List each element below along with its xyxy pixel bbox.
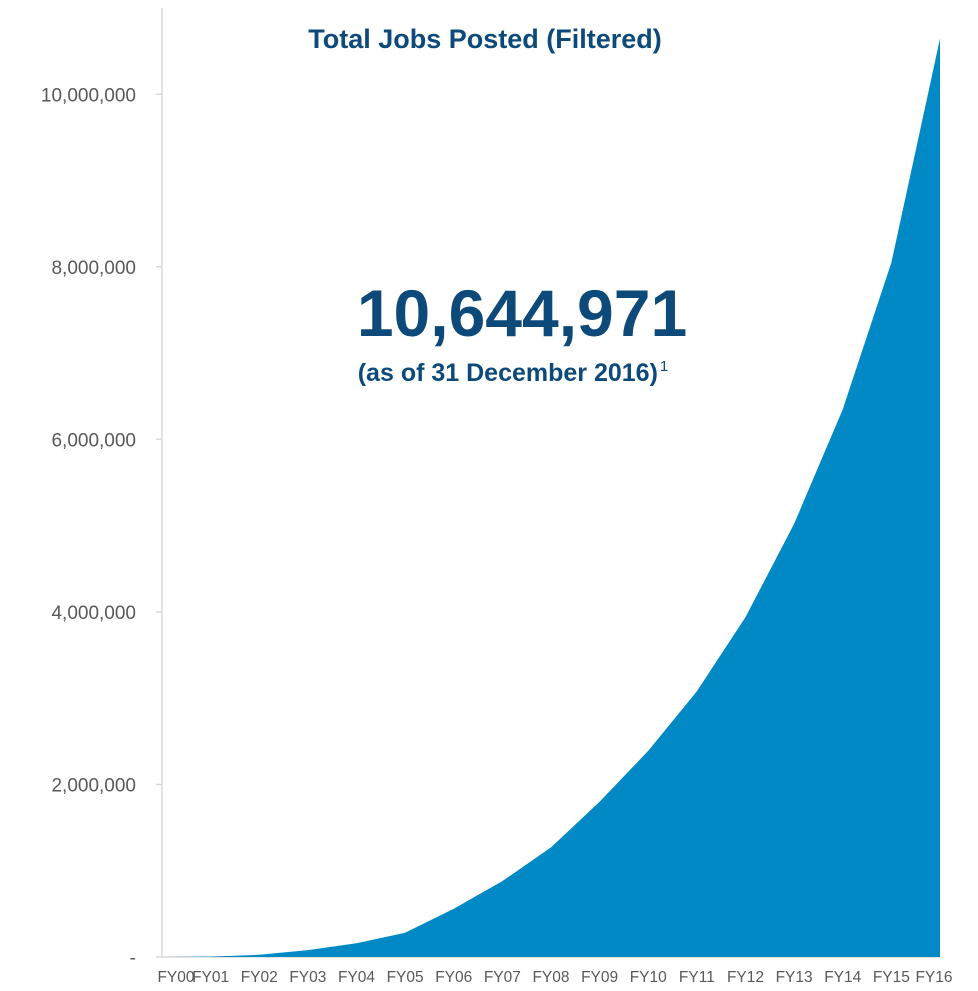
x-tick-label: FY11 <box>679 969 715 986</box>
footnote-marker: 1 <box>660 358 668 375</box>
x-tick-label: FY04 <box>338 969 375 986</box>
x-tick-label: FY05 <box>387 969 424 986</box>
annotation-date: (as of 31 December 2016) <box>358 359 658 387</box>
x-tick-label: FY13 <box>776 969 813 986</box>
y-tick-label: 10,000,000 <box>41 85 136 106</box>
y-tick-label: 4,000,000 <box>51 603 136 624</box>
x-tick-label: FY03 <box>289 969 326 986</box>
x-tick-label: FY09 <box>581 969 618 986</box>
x-tick-label: FY01 <box>192 969 229 986</box>
area-series <box>162 38 940 958</box>
x-tick-label: FY02 <box>241 969 278 986</box>
y-tick-label: 8,000,000 <box>51 258 136 279</box>
x-tick-label: FY08 <box>532 969 569 986</box>
y-axis: - 2,000,000 4,000,000 6,000,000 8,000,000 10,… <box>41 8 163 969</box>
annotation-date-line: (as of 31 December 2016) 1 <box>358 358 669 387</box>
x-tick-label: FY06 <box>435 969 472 986</box>
x-tick-label: FY12 <box>727 969 764 986</box>
chart-title: Total Jobs Posted (Filtered) <box>308 24 662 54</box>
x-tick-label: FY15 <box>873 969 910 986</box>
x-tick-label: FY10 <box>630 969 667 986</box>
x-tick-label: FY00 <box>157 969 194 986</box>
y-tick-label: 2,000,000 <box>51 775 136 796</box>
y-tick-label: - <box>130 948 136 969</box>
x-tick-label: FY16 <box>915 969 952 986</box>
total-jobs-value: 10,644,971 <box>357 276 687 350</box>
y-ticks: - 2,000,000 4,000,000 6,000,000 8,000,000 10,… <box>41 85 162 969</box>
x-tick-label: FY07 <box>484 969 521 986</box>
y-tick-label: 6,000,000 <box>51 430 136 451</box>
x-tick-label: FY14 <box>824 969 861 986</box>
